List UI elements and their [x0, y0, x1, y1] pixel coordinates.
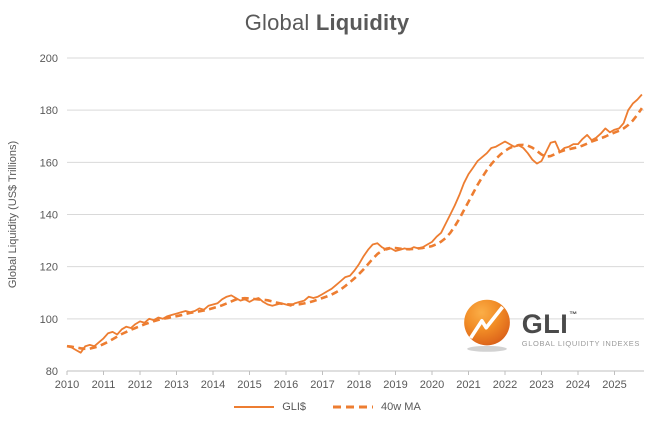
y-tick-label-80: 80 [46, 366, 58, 378]
legend-label-gli: GLI$ [282, 401, 307, 413]
logo-sphere-icon [464, 299, 510, 352]
x-tick-label-2011: 2011 [92, 379, 116, 391]
series-line-40w-ma [66, 107, 643, 351]
x-tick-label-2010: 2010 [55, 379, 79, 391]
y-axis-title: Global Liquidity (US$ Trillions) [7, 141, 19, 288]
y-tick-label-100: 100 [40, 314, 58, 326]
legend-label-ma: 40w MA [381, 401, 421, 413]
logo-text: GLI™ [521, 309, 578, 339]
x-tick-label-2022: 2022 [493, 379, 517, 391]
x-tick-label-2024: 2024 [566, 379, 590, 391]
logo-sphere [464, 299, 510, 346]
x-tick-label-2021: 2021 [456, 379, 480, 391]
x-tick-label-2023: 2023 [529, 379, 553, 391]
x-tick-label-2018: 2018 [347, 379, 371, 391]
series-line-gli [66, 93, 643, 354]
x-tick-label-2012: 2012 [128, 379, 152, 391]
x-tick-label-2015: 2015 [237, 379, 261, 391]
legend-item-gli: GLI$ [233, 401, 306, 413]
logo-shadow [467, 345, 507, 352]
y-tick-label-140: 140 [40, 210, 58, 222]
chart-title-regular: Global [244, 10, 310, 35]
logo-trademark: ™ [569, 310, 578, 319]
legend-item-ma: 40w MA [332, 401, 421, 413]
x-tick-label-2017: 2017 [310, 379, 334, 391]
y-tick-label-160: 160 [40, 157, 58, 169]
x-tick-label-2014: 2014 [201, 379, 225, 391]
x-tick-label-2020: 2020 [420, 379, 444, 391]
x-tick-label-2019: 2019 [383, 379, 407, 391]
legend-swatch-solid-line [234, 406, 275, 408]
y-tick-label-120: 120 [40, 262, 58, 274]
x-tick-label-2025: 2025 [602, 379, 626, 391]
x-tick-label-2013: 2013 [164, 379, 188, 391]
logo-textblock: GLI™ GLOBAL LIQUIDITY INDEXES [522, 304, 640, 348]
chart-title: Global Liquidity [0, 10, 654, 36]
logo-zigzag-arrow-icon [469, 305, 504, 340]
y-tick-label-200: 200 [40, 53, 58, 65]
logo-subtext: GLOBAL LIQUIDITY INDEXES [521, 339, 640, 348]
y-tick-label-180: 180 [40, 105, 58, 117]
x-tick-label-2016: 2016 [274, 379, 298, 391]
logo: GLI™ GLOBAL LIQUIDITY INDEXES [462, 294, 640, 358]
chart-title-bold: Liquidity [315, 10, 410, 35]
legend: GLI$ 40w MA [0, 401, 654, 413]
legend-swatch-dashed-line [333, 405, 374, 409]
